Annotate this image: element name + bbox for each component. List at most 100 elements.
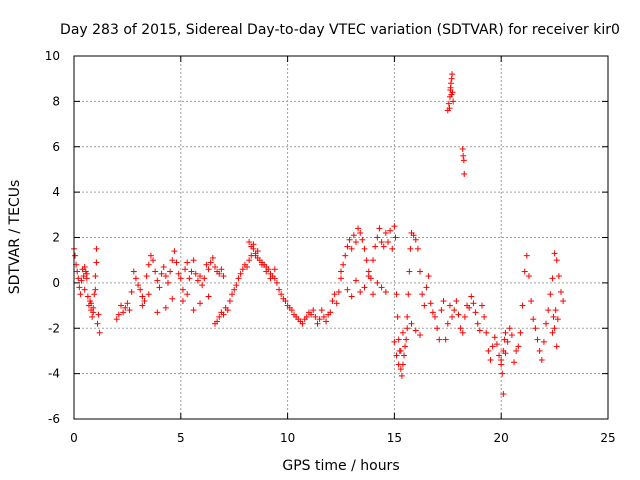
- data-point: [457, 325, 464, 332]
- data-point: [447, 84, 454, 91]
- data-point: [184, 259, 191, 266]
- data-point: [239, 266, 246, 273]
- data-point: [96, 329, 103, 336]
- data-point: [92, 286, 99, 293]
- data-point: [402, 343, 409, 350]
- data-point: [246, 257, 253, 264]
- data-point: [323, 318, 330, 325]
- x-tick-label: 10: [280, 431, 295, 445]
- data-point: [331, 291, 338, 298]
- data-point: [175, 270, 182, 277]
- x-axis-label: GPS time / hours: [282, 458, 399, 474]
- data-point: [387, 227, 394, 234]
- data-point: [169, 257, 176, 264]
- x-axis-ticks: 0 5 10 15 20 25: [70, 56, 616, 445]
- y-tick-label: 0: [52, 276, 60, 290]
- data-point: [154, 277, 161, 284]
- y-tick-label: -2: [48, 321, 60, 335]
- data-point: [267, 275, 274, 282]
- data-point: [246, 239, 253, 246]
- data-point: [209, 254, 216, 261]
- data-point: [229, 291, 236, 298]
- data-point: [124, 300, 131, 307]
- data-point: [384, 239, 391, 246]
- data-point: [220, 273, 227, 280]
- data-point: [338, 275, 344, 282]
- data-point: [278, 291, 285, 298]
- data-point: [401, 352, 408, 359]
- data-point: [312, 313, 319, 320]
- data-point: [391, 223, 398, 230]
- data-point: [536, 347, 543, 354]
- data-point: [417, 332, 424, 339]
- data-point: [429, 309, 436, 316]
- data-point: [237, 270, 244, 277]
- data-point: [84, 293, 91, 300]
- grid-lines: [74, 56, 608, 419]
- data-point: [397, 347, 404, 354]
- data-point: [532, 325, 539, 332]
- data-point: [162, 273, 169, 280]
- data-point: [489, 343, 496, 350]
- data-point: [357, 229, 364, 236]
- data-point: [344, 243, 351, 250]
- data-point: [474, 320, 481, 327]
- data-point: [553, 257, 560, 264]
- data-point: [412, 236, 419, 243]
- data-point: [254, 248, 261, 255]
- data-point: [393, 352, 400, 359]
- data-point: [446, 302, 453, 309]
- y-tick-label: -4: [48, 367, 60, 381]
- data-point: [417, 268, 424, 275]
- data-point: [501, 336, 508, 343]
- data-point: [92, 273, 99, 280]
- data-point: [154, 309, 161, 316]
- data-point: [485, 347, 492, 354]
- data-point: [147, 252, 154, 259]
- data-point: [207, 259, 214, 266]
- plot-frame: [73, 55, 609, 420]
- data-point: [141, 298, 148, 305]
- data-point: [551, 250, 558, 257]
- data-point: [338, 268, 344, 275]
- data-point: [389, 245, 396, 252]
- data-point: [378, 239, 385, 246]
- x-tick-label: 25: [600, 431, 615, 445]
- data-point: [184, 291, 191, 298]
- data-point: [203, 261, 210, 268]
- data-point: [350, 232, 357, 239]
- data-point: [412, 327, 419, 334]
- data-point: [515, 343, 522, 350]
- data-point: [394, 313, 401, 320]
- data-point: [431, 313, 438, 320]
- data-point: [335, 288, 342, 295]
- data-point: [361, 284, 368, 291]
- data-point: [233, 282, 240, 289]
- chart-title: Day 283 of 2015, Sidereal Day-to-day VTE…: [60, 22, 620, 38]
- data-point: [406, 268, 413, 275]
- data-point: [355, 225, 362, 232]
- data-point: [438, 307, 445, 314]
- data-point: [288, 307, 295, 314]
- data-point: [120, 309, 127, 316]
- data-point: [72, 252, 79, 259]
- data-point: [190, 307, 197, 314]
- data-point: [137, 286, 144, 293]
- data-point: [508, 332, 515, 339]
- data-point: [391, 338, 398, 345]
- data-point: [374, 279, 381, 286]
- data-point: [81, 263, 88, 270]
- data-point: [77, 291, 84, 298]
- data-point: [352, 239, 359, 246]
- data-point: [158, 270, 165, 277]
- data-point: [150, 257, 157, 264]
- data-point: [80, 273, 87, 280]
- data-point: [547, 291, 554, 298]
- data-point: [404, 313, 411, 320]
- data-point: [333, 300, 340, 307]
- data-point: [128, 288, 135, 295]
- data-point: [263, 268, 270, 275]
- data-point: [318, 307, 325, 314]
- data-point: [167, 268, 174, 275]
